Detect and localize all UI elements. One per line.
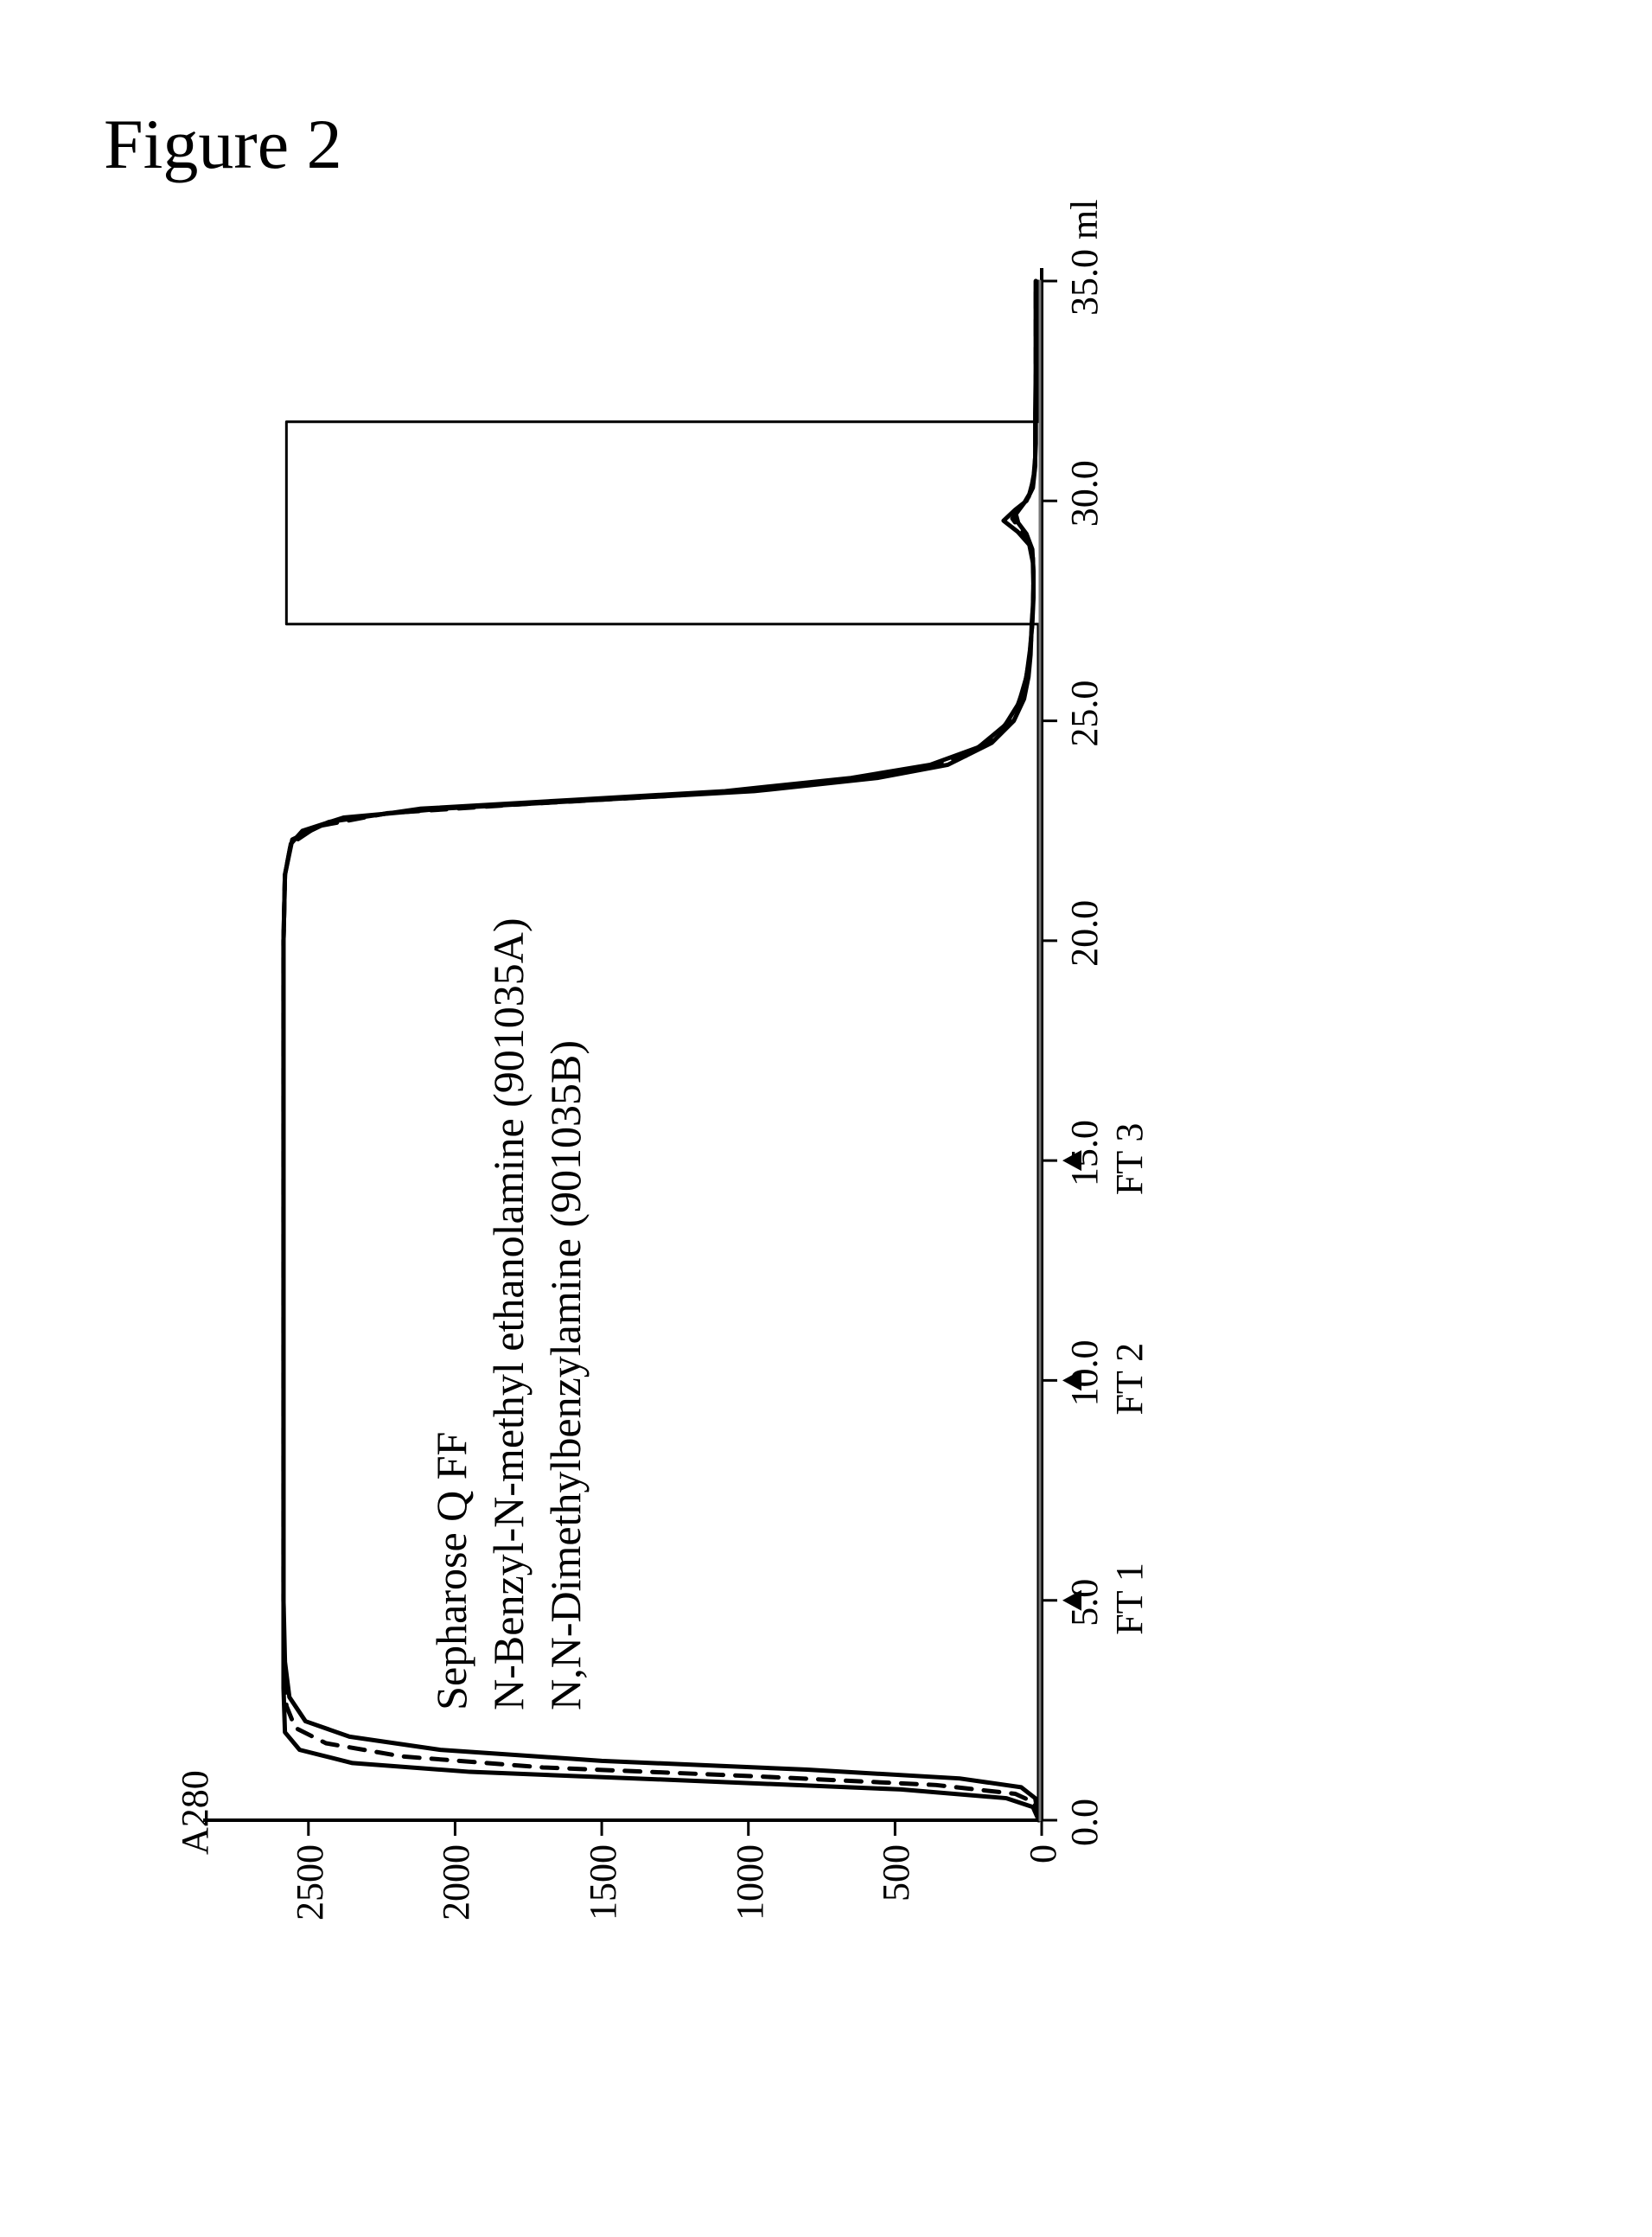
x-tick-label: 15.0 xyxy=(1062,1120,1107,1186)
legend-item: Sepharose Q FF xyxy=(426,1432,476,1710)
chart-container: A280 0 500 1000 1500 2000 2500 0.0 5.0 10.0 15.0… xyxy=(169,212,1180,2010)
legend-item: N,N-Dimethylbenzylamine (901035B) xyxy=(540,1040,590,1710)
x-tick-label: 30.0 xyxy=(1062,460,1107,527)
x-tick-label: 10.0 xyxy=(1062,1339,1107,1406)
fraction-label: FT 1 xyxy=(1107,1563,1151,1635)
y-tick-label: 500 xyxy=(874,1844,918,1901)
x-tick-label: 5.0 xyxy=(1062,1579,1107,1627)
y-tick-label: 2500 xyxy=(288,1844,332,1921)
fraction-label: FT 2 xyxy=(1107,1343,1151,1416)
y-tick-label: 1500 xyxy=(581,1844,625,1921)
y-tick-label: 0 xyxy=(1021,1844,1065,1863)
chart-svg xyxy=(169,212,1180,2010)
fraction-label: FT 3 xyxy=(1107,1123,1151,1196)
figure-title: Figure 2 xyxy=(104,104,342,185)
legend-item: N-Benzyl-N-methyl ethanolamine (901035A) xyxy=(483,917,533,1710)
page: Figure 2 A280 0 500 1000 1500 2000 2500 0.0 5.… xyxy=(0,0,1652,2237)
x-tick-label: 20.0 xyxy=(1062,900,1107,967)
y-tick-label: 2000 xyxy=(434,1844,478,1921)
x-tick-label: 25.0 xyxy=(1062,681,1107,747)
x-tick-label: 35.0 ml xyxy=(1062,200,1107,316)
y-tick-label: 1000 xyxy=(728,1844,772,1921)
x-tick-label: 0.0 xyxy=(1062,1799,1107,1846)
y-axis-title: A280 xyxy=(173,1770,217,1855)
